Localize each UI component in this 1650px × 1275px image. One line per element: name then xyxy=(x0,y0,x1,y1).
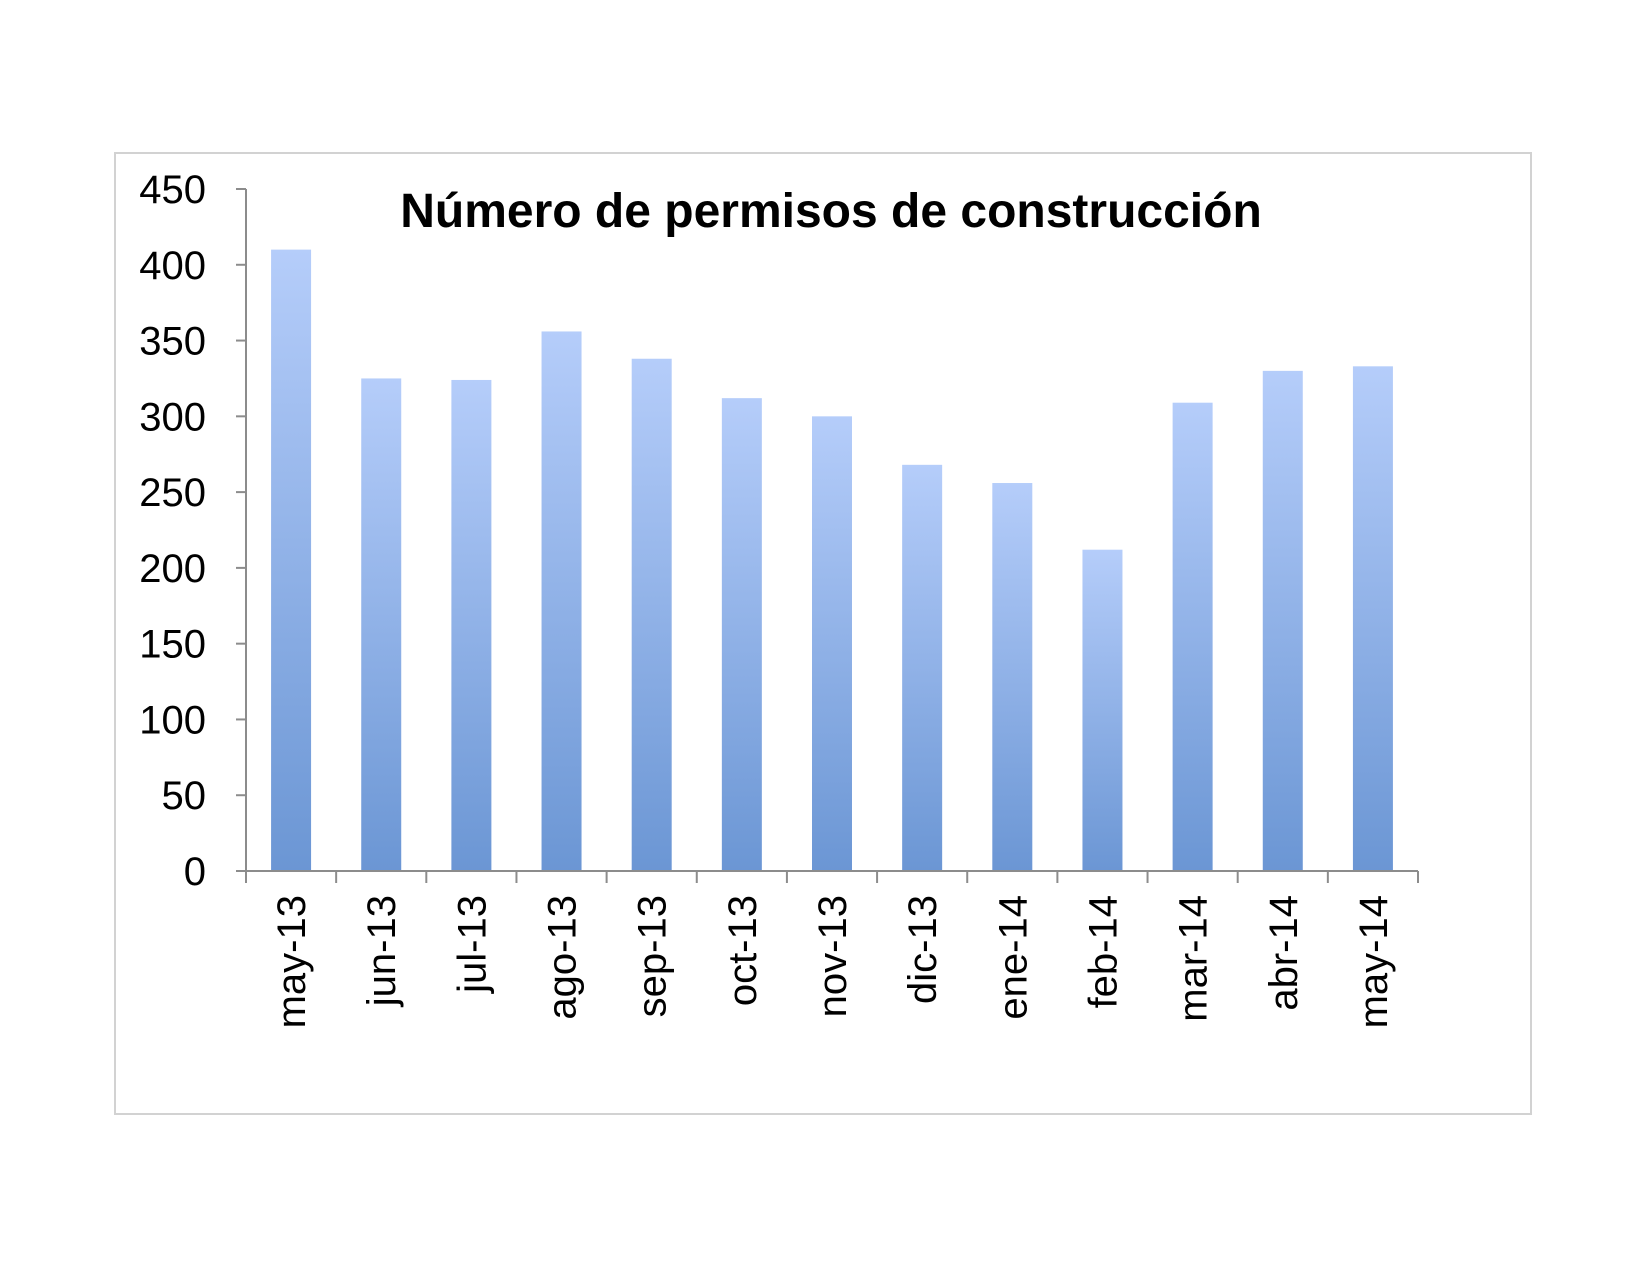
x-axis: may-13 jun-13 jul-13 ago-13 sep-13 oct-13 nov-… xyxy=(245,870,1419,1028)
x-category-label: jul-13 xyxy=(450,895,494,994)
x-category-label: mar-14 xyxy=(1172,895,1216,1022)
y-tick-label: 150 xyxy=(139,623,206,667)
x-category-label: dic-13 xyxy=(901,895,945,1004)
y-tick-label: 400 xyxy=(139,244,206,288)
chart-frame: Número de permisos de construcción 0 50 10… xyxy=(114,152,1532,1115)
bar-may-13 xyxy=(271,249,312,872)
x-category-label: nov-13 xyxy=(811,895,855,1017)
y-tick-label: 450 xyxy=(139,168,206,212)
y-tick-label: 200 xyxy=(139,547,206,591)
x-category-label: may-14 xyxy=(1352,895,1396,1028)
bar-mar-14 xyxy=(1172,402,1213,871)
x-category-label: ene-14 xyxy=(991,895,1035,1020)
x-category-label: ago-13 xyxy=(541,895,585,1020)
y-tick-label: 50 xyxy=(162,774,207,818)
y-axis: 0 50 100 150 200 250 300 350 400 450 xyxy=(139,168,247,894)
bar-abr-14 xyxy=(1262,370,1303,871)
bar-nov-13 xyxy=(812,416,852,871)
y-tick-label: 300 xyxy=(139,395,206,439)
bar-ene-14 xyxy=(992,483,1033,871)
bar-chart: Número de permisos de construcción 0 50 10… xyxy=(139,168,1419,1028)
x-category-label: oct-13 xyxy=(721,895,765,1006)
bar-ago-13 xyxy=(541,331,582,871)
x-category-label: jun-13 xyxy=(360,895,404,1007)
bar-jul-13 xyxy=(451,379,492,871)
x-category-label: feb-14 xyxy=(1081,895,1125,1008)
bar-may-14 xyxy=(1352,366,1393,871)
y-tick-label: 350 xyxy=(139,320,206,364)
x-category-label: may-13 xyxy=(270,895,314,1028)
bar-dic-13 xyxy=(902,464,943,871)
bar-jun-13 xyxy=(361,378,402,871)
bar-oct-13 xyxy=(721,398,762,871)
y-tick-label: 0 xyxy=(184,850,206,894)
x-category-label: sep-13 xyxy=(631,895,675,1017)
bars xyxy=(271,249,1393,872)
y-tick-label: 250 xyxy=(139,471,206,515)
x-category-label: abr-14 xyxy=(1262,895,1306,1011)
y-tick-label: 100 xyxy=(139,698,206,742)
chart-title: Número de permisos de construcción xyxy=(400,185,1262,238)
bar-feb-14 xyxy=(1082,549,1123,871)
bar-sep-13 xyxy=(631,358,672,872)
